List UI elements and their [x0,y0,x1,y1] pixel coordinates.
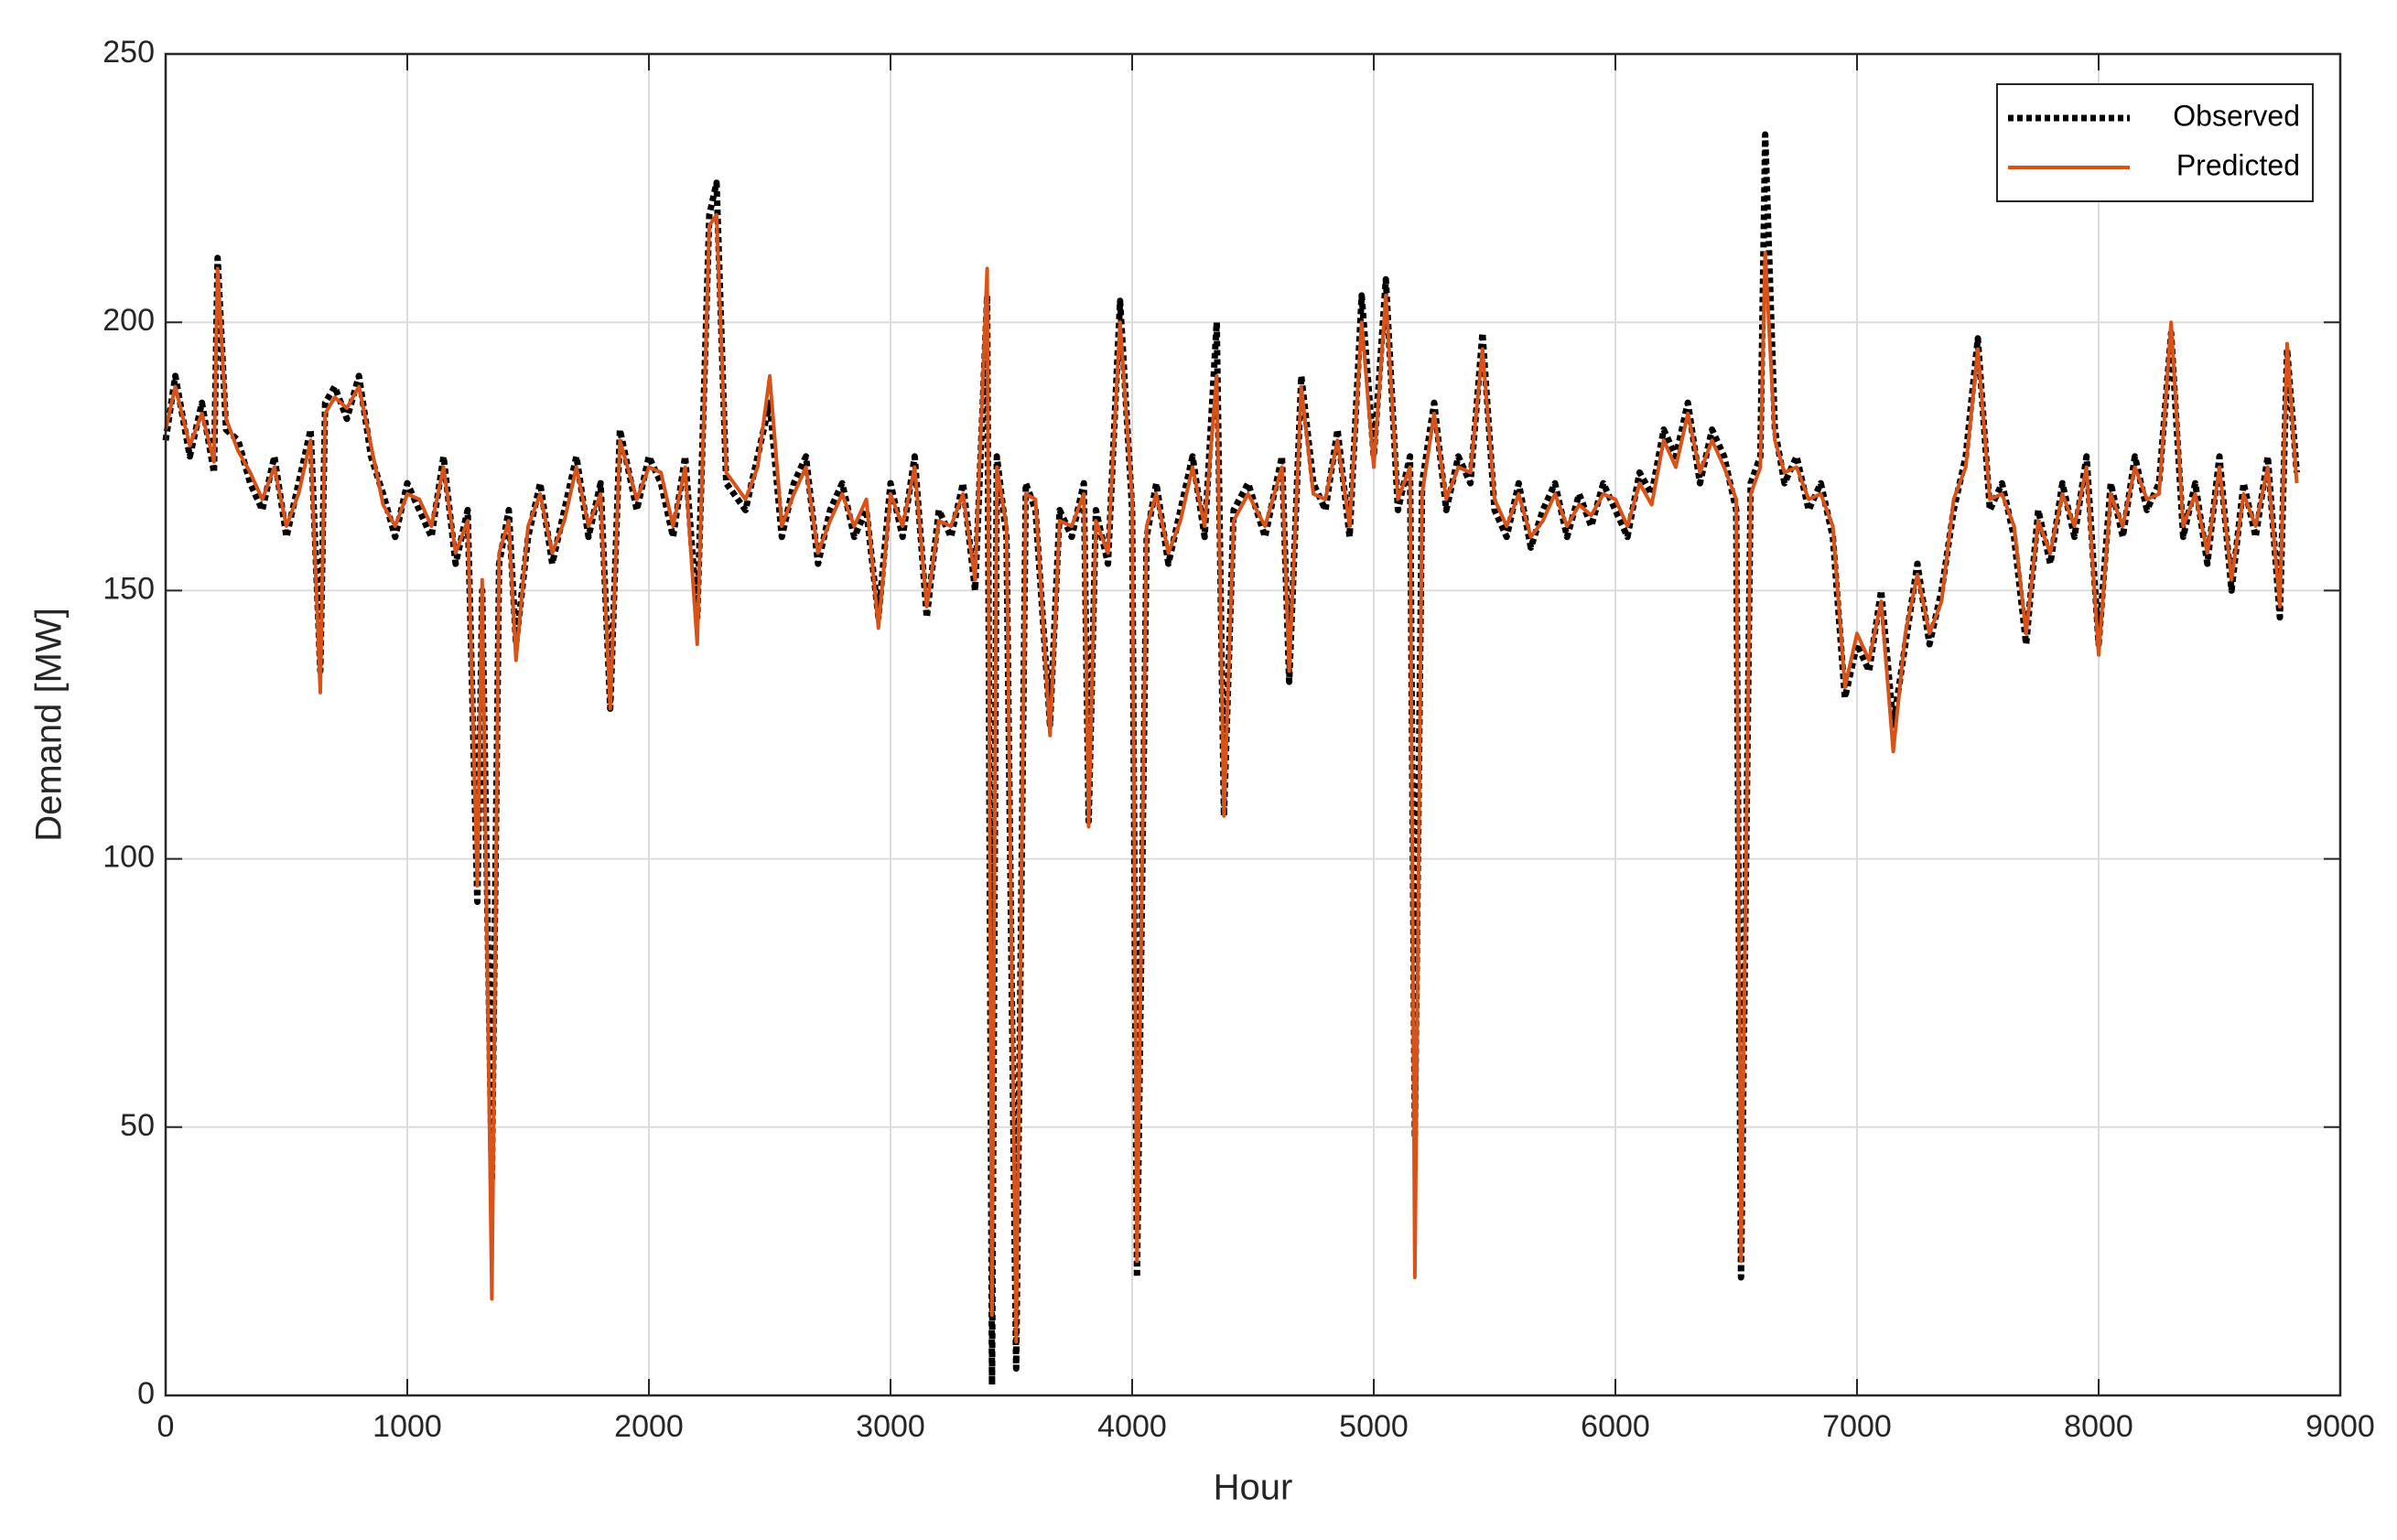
data-line [164,212,2299,1344]
x-tick-label: 9000 [2305,1409,2375,1444]
y-tick-label: 150 [103,571,155,606]
y-tick-label: 250 [103,35,155,70]
y-tick-label: 0 [137,1376,155,1411]
y-tick-label: 200 [103,303,155,338]
y-axis-label: Demand [MW] [29,608,70,842]
x-tick-label: 3000 [856,1409,925,1444]
x-tick-label: 4000 [1097,1409,1167,1444]
y-tick-label: 100 [103,840,155,875]
plot-frame [164,52,2342,1397]
x-tick-label: 8000 [2064,1409,2133,1444]
y-tick-label: 50 [120,1108,155,1143]
x-tick-label: 0 [157,1409,175,1444]
legend-label: Observed [2173,99,2300,132]
x-tick-label: 6000 [1581,1409,1650,1444]
x-axis-label: Hour [1214,1468,1293,1508]
x-tick-label: 2000 [614,1409,684,1444]
legend-label: Predicted [2176,148,2300,181]
x-tick-label: 5000 [1339,1409,1409,1444]
x-tick-label: 7000 [1822,1409,1892,1444]
x-tick-label: 1000 [373,1409,442,1444]
legend-box [1996,83,2314,202]
